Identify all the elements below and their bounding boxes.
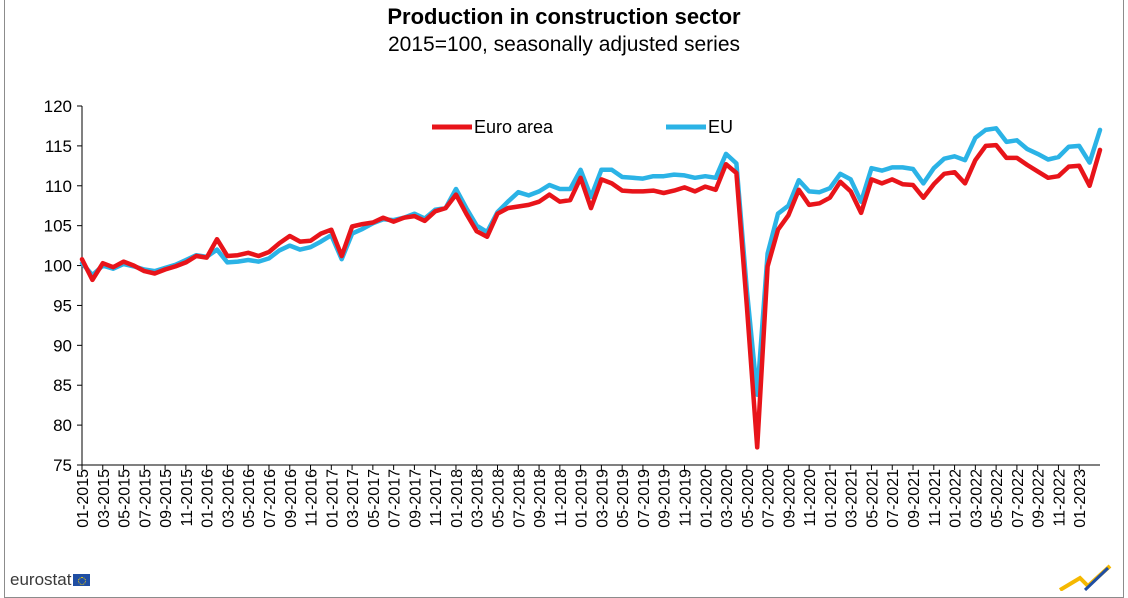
- x-tick-label: 01-2022: [948, 469, 965, 528]
- y-tick-label: 85: [53, 376, 72, 395]
- y-tick-label: 80: [53, 416, 72, 435]
- x-tick-label: 09-2020: [781, 469, 798, 528]
- corner-logo-stroke: [1083, 566, 1110, 591]
- x-tick-label: 01-2020: [698, 469, 715, 528]
- x-tick-label: 11-2018: [553, 469, 570, 527]
- x-tick-label: 09-2019: [657, 469, 674, 528]
- x-tick-label: 11-2016: [304, 469, 321, 527]
- x-tick-label: 01-2021: [823, 469, 840, 528]
- x-tick-label: 03-2020: [719, 469, 736, 528]
- x-tick-label: 09-2015: [158, 469, 175, 528]
- x-tick-label: 05-2015: [117, 469, 134, 528]
- series-line-euro-area: [79, 142, 1103, 450]
- x-tick-label: 05-2016: [241, 469, 258, 528]
- x-tick-label: 07-2017: [387, 469, 404, 528]
- x-tick-label: 07-2015: [137, 469, 154, 528]
- x-tick-label: 03-2017: [345, 469, 362, 528]
- x-tick-label: 03-2021: [844, 469, 861, 528]
- x-tick-label: 11-2021: [927, 469, 944, 527]
- y-tick-label: 110: [45, 177, 72, 196]
- x-tick-label: 11-2015: [179, 469, 196, 527]
- x-tick-label: 03-2018: [470, 469, 487, 528]
- x-tick-label: 05-2020: [740, 469, 757, 528]
- x-tick-label: 09-2016: [283, 469, 300, 528]
- x-tick-label: 01-2019: [574, 469, 591, 528]
- logo-text: eurostat: [10, 570, 72, 589]
- series-line-eu: [79, 126, 1103, 398]
- x-tick-label: 05-2021: [864, 469, 881, 528]
- x-tick-label: 03-2015: [96, 469, 113, 528]
- corner-logo-mark: [1058, 564, 1112, 591]
- x-tick-label: 09-2022: [1031, 469, 1048, 528]
- x-tick-label: 05-2018: [491, 469, 508, 528]
- x-tick-label: 07-2018: [511, 469, 528, 528]
- x-tick-label: 01-2017: [324, 469, 341, 528]
- x-tick-label: 11-2022: [1051, 469, 1068, 527]
- eurostat-logo: eurostat: [10, 570, 91, 590]
- x-tick-label: 09-2017: [407, 469, 424, 528]
- y-tick-label: 100: [44, 257, 72, 276]
- x-tick-label: 11-2020: [802, 469, 819, 527]
- eu-flag-icon: [73, 574, 91, 586]
- x-tick-label: 01-2018: [449, 469, 466, 528]
- y-tick-label: 95: [53, 296, 72, 315]
- x-tick-label: 09-2021: [906, 469, 923, 528]
- legend-label-eu: EU: [708, 117, 733, 137]
- x-tick-label: 03-2022: [968, 469, 985, 528]
- y-tick-label: 120: [44, 97, 72, 116]
- x-tick-label: 11-2017: [428, 469, 445, 527]
- x-tick-label: 01-2015: [75, 469, 92, 528]
- y-tick-label: 75: [53, 456, 72, 475]
- y-tick-label: 90: [53, 336, 72, 355]
- x-tick-label: 11-2019: [677, 469, 694, 527]
- y-tick-label: 105: [44, 217, 72, 236]
- x-tick-label: 07-2016: [262, 469, 279, 528]
- x-tick-label: 01-2023: [1072, 469, 1089, 528]
- x-tick-label: 07-2019: [636, 469, 653, 528]
- x-tick-label: 05-2017: [366, 469, 383, 528]
- x-tick-label: 05-2022: [989, 469, 1006, 528]
- legend-label-euro-area: Euro area: [474, 117, 554, 137]
- chart-title: Production in construction sector: [387, 4, 741, 29]
- x-tick-label: 07-2020: [761, 469, 778, 528]
- chart-subtitle: 2015=100, seasonally adjusted series: [388, 33, 740, 56]
- x-tick-label: 07-2021: [885, 469, 902, 528]
- x-tick-label: 01-2016: [200, 469, 217, 528]
- x-tick-label: 05-2019: [615, 469, 632, 528]
- x-tick-label: 07-2022: [1010, 469, 1027, 528]
- y-tick-label: 115: [45, 137, 72, 156]
- x-tick-label: 03-2016: [220, 469, 237, 528]
- x-tick-label: 03-2019: [594, 469, 611, 528]
- x-tick-label: 09-2018: [532, 469, 549, 528]
